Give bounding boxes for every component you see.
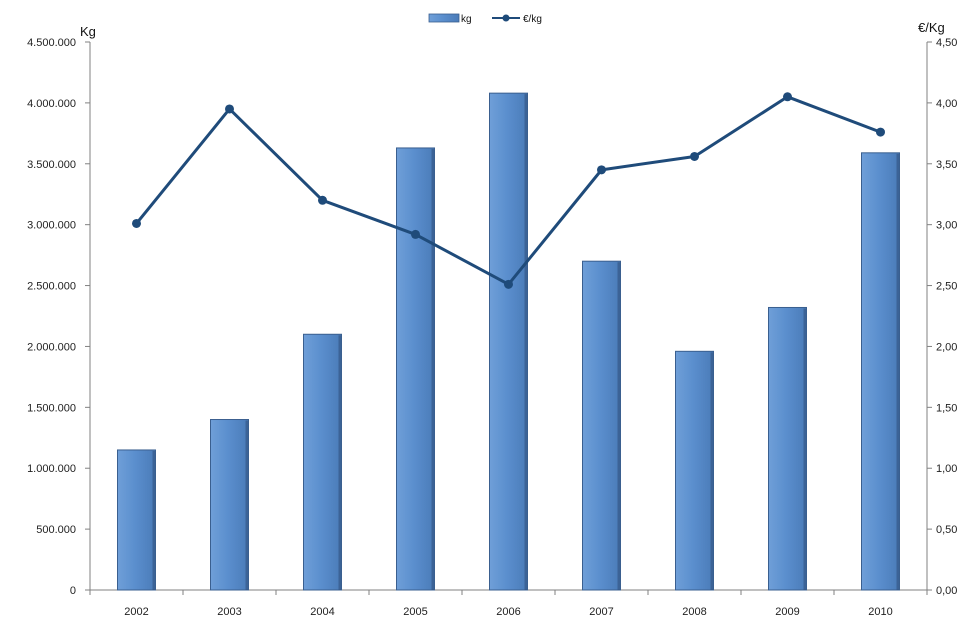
x-tick-label: 2009	[775, 606, 799, 618]
y-left-tick-label: 0	[70, 585, 76, 597]
y-left-tick-label: 1.500.000	[27, 402, 76, 414]
price-point-2009	[783, 92, 792, 102]
bar-2005	[396, 147, 435, 591]
y-left-tick-label: 4.000.000	[27, 98, 76, 110]
legend: kg €/kg	[428, 13, 542, 25]
x-tick-label: 2010	[868, 606, 892, 618]
legend-line-marker	[502, 14, 510, 22]
bar-2002	[117, 449, 156, 591]
bar-shade-2002	[152, 450, 155, 590]
x-tick-label: 2005	[403, 606, 427, 618]
y-right-tick-label: 0,50	[936, 524, 957, 536]
y-left-tick-label: 2.500.000	[27, 281, 76, 293]
price-point-2004	[318, 195, 327, 205]
bar-2006	[489, 92, 528, 591]
legend-bar-swatch	[428, 13, 460, 23]
x-tick-label: 2002	[124, 606, 148, 618]
y-axis-right-title: €/Kg	[918, 20, 945, 35]
bar-shade-2003	[245, 420, 248, 590]
y-right-tick-label: 4,50	[936, 37, 957, 49]
y-right-tick-label: 2,00	[936, 341, 957, 353]
bar-shade-2009	[803, 308, 806, 590]
bar-shade-2005	[431, 148, 434, 591]
x-tick-label: 2007	[589, 606, 613, 618]
price-point-2008	[690, 151, 699, 161]
bar-shade-2008	[710, 352, 713, 590]
x-tick-label: 2003	[217, 606, 241, 618]
y-left-tick-label: 4.500.000	[27, 37, 76, 49]
y-left-tick-label: 500.000	[36, 524, 76, 536]
price-point-2006	[504, 279, 513, 289]
bar-shade-2006	[524, 94, 527, 590]
bar-2009	[768, 306, 807, 591]
y-right-tick-label: 0,00	[936, 585, 957, 597]
y-axis-right-ticks: 0,00 0,50 1,00 1,50 2,00 2,50 3,00 3,50 4,00 4,50	[927, 37, 957, 597]
y-right-tick-label: 3,50	[936, 159, 957, 171]
bar-2008	[675, 350, 714, 591]
bar-2007	[582, 260, 621, 591]
y-axis-left-title: Kg	[80, 24, 96, 39]
price-point-2002	[132, 218, 141, 228]
x-tick-label: 2008	[682, 606, 706, 618]
bar-shade-2010	[896, 153, 899, 590]
price-point-2010	[876, 127, 885, 137]
y-right-tick-label: 2,50	[936, 281, 957, 293]
x-tick-label: 2006	[496, 606, 520, 618]
line-series	[132, 92, 885, 289]
price-point-2005	[411, 229, 420, 239]
x-axis-ticks: 2002 2003 2004 2005 2006 2007 2008 2009 2010	[89, 590, 928, 618]
y-left-tick-label: 1.000.000	[27, 463, 76, 475]
bar-series	[117, 92, 900, 591]
price-point-2003	[225, 104, 234, 114]
y-right-tick-label: 1,00	[936, 463, 957, 475]
y-left-tick-label: 3.500.000	[27, 159, 76, 171]
bar-2003	[210, 419, 249, 591]
bar-shade-2004	[338, 335, 341, 590]
bar-2004	[303, 333, 342, 591]
legend-line-label: €/kg	[523, 14, 542, 25]
y-right-tick-label: 3,00	[936, 220, 957, 232]
y-right-tick-label: 1,50	[936, 402, 957, 414]
y-left-tick-label: 3.000.000	[27, 220, 76, 232]
bar-2010	[861, 152, 900, 591]
y-right-tick-label: 4,00	[936, 98, 957, 110]
y-left-tick-label: 2.000.000	[27, 341, 76, 353]
legend-bar-label: kg	[461, 14, 472, 25]
y-axis-left-ticks: 0 500.000 1.000.000 1.500.000 2.000.000 2.500…	[27, 37, 90, 597]
price-point-2007	[597, 165, 606, 175]
x-tick-label: 2004	[310, 606, 334, 618]
bar-shade-2007	[617, 262, 620, 590]
